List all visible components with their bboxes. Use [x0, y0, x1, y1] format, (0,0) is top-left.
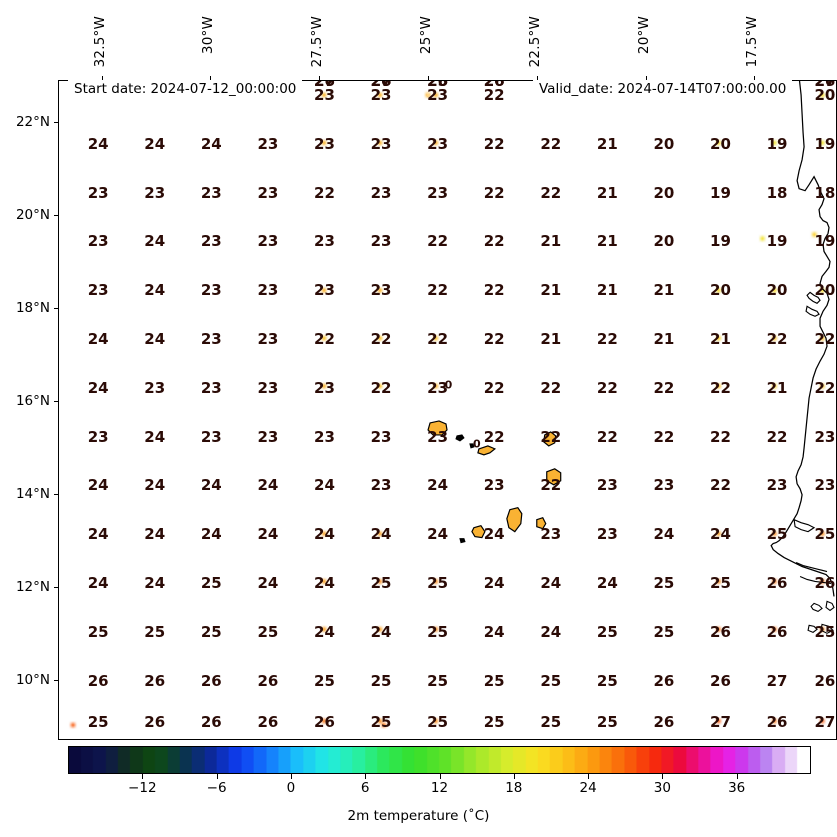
- lat-tick-label: 16°N: [15, 392, 50, 409]
- valid-date-annotation: Valid_date: 2024-07-14T07:00:00.00: [533, 80, 793, 101]
- island-santiago: [506, 507, 523, 533]
- lat-tickmark: [54, 586, 58, 588]
- island-maio: [536, 516, 547, 530]
- coast-bissagos-3: [807, 624, 818, 633]
- island-brava: [459, 538, 466, 544]
- lon-tickmark: [645, 76, 647, 80]
- colorbar-gradient: [69, 747, 810, 773]
- lon-tick-label: 20°W: [635, 16, 652, 55]
- coast-river-delta-1: [795, 562, 828, 573]
- island-sao-vicente: [455, 434, 465, 442]
- colorbar-tickmark: [290, 774, 292, 779]
- lon-tick-label: 32.5°W: [91, 16, 108, 68]
- colorbar-tickmark: [439, 774, 441, 779]
- lat-tickmark: [54, 493, 58, 495]
- colorbar-tickmark: [513, 774, 515, 779]
- island-fogo: [471, 524, 486, 539]
- lon-tickmark: [536, 76, 538, 80]
- start-date-annotation: Start date: 2024-07-12_00:00:00: [68, 80, 303, 101]
- lon-tick-label: 27.5°W: [309, 16, 326, 68]
- temperature-field: [59, 81, 836, 739]
- lat-tick-label: 10°N: [15, 671, 50, 688]
- colorbar-tick-label: −12: [128, 780, 157, 796]
- lat-tickmark: [54, 214, 58, 216]
- colorbar-tickmark: [365, 774, 367, 779]
- colorbar[interactable]: [68, 746, 811, 774]
- lat-tickmark: [54, 400, 58, 402]
- colorbar-tickmark: [588, 774, 590, 779]
- coast-inlet-1: [806, 291, 821, 305]
- africa-coastline: [770, 81, 835, 597]
- colorbar-tick-label: 24: [579, 780, 597, 796]
- coast-bissagos-4: [820, 623, 834, 634]
- colorbar-tickmark: [216, 774, 218, 779]
- lon-tickmark: [101, 76, 103, 80]
- colorbar-tick-label: 30: [653, 780, 671, 796]
- lat-tick-label: 22°N: [15, 113, 50, 130]
- coast-inlet-2: [805, 305, 820, 317]
- coast-estuary: [793, 518, 816, 533]
- graticule-gridlines: [59, 81, 836, 739]
- lat-tick-label: 14°N: [15, 485, 50, 502]
- lat-tickmark: [54, 679, 58, 681]
- lat-tickmark: [54, 121, 58, 123]
- colorbar-tickmark: [142, 774, 144, 779]
- colorbar-tick-label: 6: [360, 780, 370, 796]
- island-santa-luzia: [469, 443, 475, 449]
- colorbar-tick-label: 36: [728, 780, 746, 796]
- colorbar-tick-label: 18: [505, 780, 523, 796]
- island-sao-nicolau: [477, 445, 497, 456]
- colorbar-tick-label: 0: [286, 780, 296, 796]
- lon-tickmark: [427, 76, 429, 80]
- map-plot-area[interactable]: 2424242323232322222120201920242424232323…: [58, 80, 837, 740]
- lat-tickmark: [54, 307, 58, 309]
- lon-tick-label: 25°W: [417, 16, 434, 55]
- coast-bissagos-1: [810, 602, 823, 613]
- lat-tick-label: 12°N: [15, 578, 50, 595]
- lon-tick-label: 30°W: [200, 16, 217, 55]
- coast-bissagos-2: [825, 600, 835, 612]
- lon-tickmark: [754, 76, 756, 80]
- colorbar-tick-label: 12: [430, 780, 449, 796]
- lat-tick-label: 20°N: [15, 206, 50, 223]
- lon-tick-label: 17.5°W: [744, 16, 761, 68]
- colorbar-tick-label: −6: [206, 780, 227, 796]
- lon-tickmark: [319, 76, 321, 80]
- colorbar-tickmark: [736, 774, 738, 779]
- coastline-overlay: [427, 81, 835, 634]
- island-santo-antao: [427, 420, 448, 436]
- lat-tick-label: 18°N: [15, 299, 50, 316]
- colorbar-title: 2m temperature (˚C): [347, 808, 490, 824]
- lon-tick-label: 22.5°W: [526, 16, 543, 68]
- island-sal: [543, 431, 557, 447]
- lon-tickmark: [210, 76, 212, 80]
- island-boa-vista: [546, 468, 562, 486]
- colorbar-tickmark: [662, 774, 664, 779]
- coast-river-delta-2: [799, 575, 832, 585]
